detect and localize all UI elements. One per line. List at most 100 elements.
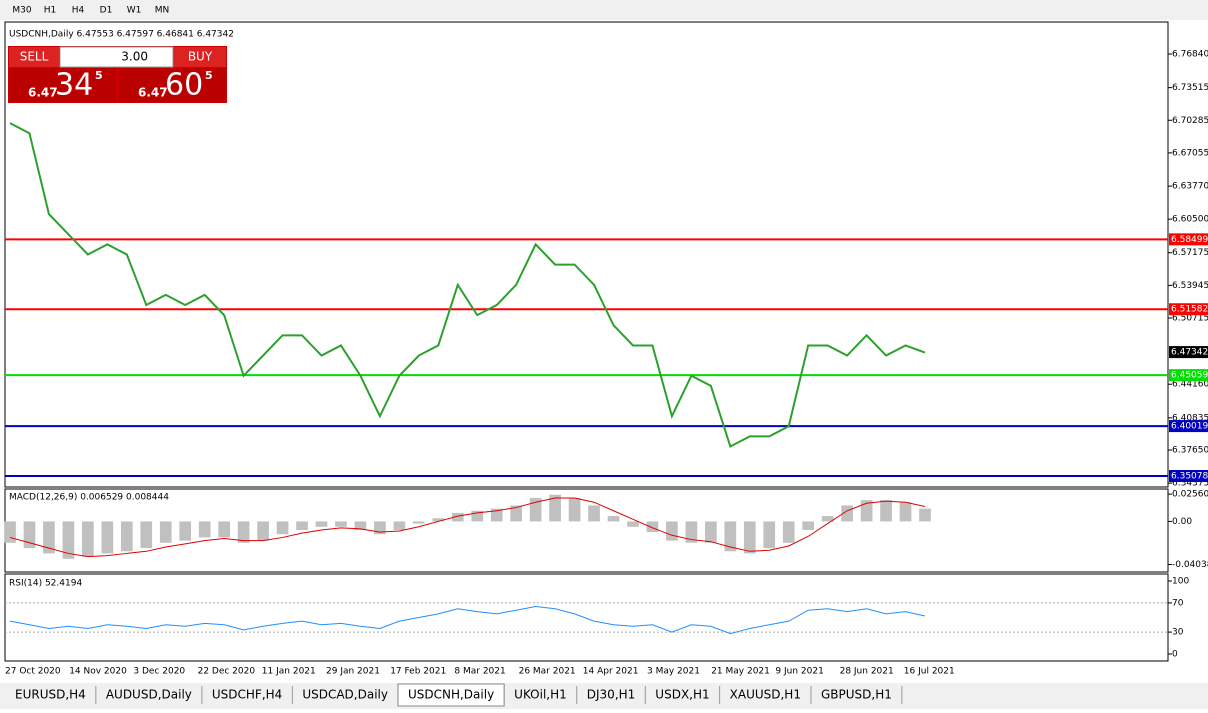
y-tick-label: 6.44160 <box>1172 380 1208 390</box>
y-tick-label: 6.40835 <box>1172 413 1208 423</box>
macd-bar <box>43 521 55 554</box>
macd-bar <box>82 521 94 557</box>
rsi-panel <box>4 573 1169 662</box>
chart-tab[interactable]: USDCHF,H4 <box>212 688 282 702</box>
level-label: 6.58499 <box>1171 235 1208 245</box>
chart-tab[interactable]: UKOil,H1 <box>514 688 567 702</box>
trade-panel: SELL 3.00 BUY 6.47 34 5 6.47 60 5 <box>8 46 227 103</box>
y-tick-label: 6.37650 <box>1172 446 1208 456</box>
macd-bar <box>393 521 406 530</box>
macd-bar <box>140 521 153 549</box>
macd-bar <box>919 508 931 522</box>
y-tick-label: 6.34375 <box>1172 479 1208 489</box>
ask-frac: 5 <box>205 69 213 82</box>
x-date-label: 22 Dec 2020 <box>198 667 256 677</box>
chart-tab[interactable]: USDCAD,Daily <box>302 688 388 702</box>
timeframe-button[interactable]: M30 <box>12 6 31 16</box>
timeframe-button[interactable]: D1 <box>100 6 113 16</box>
macd-bar <box>354 521 367 530</box>
macd-bar <box>821 516 834 522</box>
ask-pips: 60 <box>165 68 203 103</box>
macd-bar <box>23 521 36 549</box>
macd-bar <box>490 508 503 522</box>
macd-bar <box>705 521 717 543</box>
bid-box[interactable] <box>9 68 116 102</box>
macd-bar <box>315 521 328 527</box>
timeframe-button[interactable]: W1 <box>127 6 142 16</box>
y-tick-label: 6.76840 <box>1172 50 1208 60</box>
macd-bar <box>880 500 892 522</box>
level-label: 6.35078 <box>1171 472 1208 482</box>
buy-label: BUY <box>188 50 213 64</box>
chart-tab[interactable]: USDCNH,Daily <box>408 688 494 702</box>
chart-tab[interactable]: AUDUSD,Daily <box>106 688 192 702</box>
bid-frac: 5 <box>95 69 103 82</box>
macd-bar <box>335 521 347 527</box>
macd-bar <box>4 521 16 543</box>
y-tick-label: 6.50715 <box>1172 314 1208 324</box>
macd-bar <box>549 494 561 522</box>
buy-button[interactable] <box>174 47 226 67</box>
macd-bar <box>627 521 639 527</box>
macd-bar <box>218 521 230 538</box>
macd-bar <box>743 521 756 554</box>
y-tick-label: 6.73515 <box>1172 83 1208 93</box>
x-date-label: 17 Feb 2021 <box>390 667 446 677</box>
tab-bar <box>0 683 1208 709</box>
price-line <box>9 122 926 448</box>
macd-bar <box>802 521 815 530</box>
x-date-label: 14 Nov 2020 <box>69 667 127 677</box>
chart-tab[interactable]: DJ30,H1 <box>587 688 636 702</box>
macd-bar <box>607 516 620 522</box>
macd-bar <box>510 505 523 522</box>
macd-bar <box>451 512 464 522</box>
y-tick-label: 100 <box>1172 577 1189 587</box>
chart-tab[interactable]: XAUUSD,H1 <box>730 688 801 702</box>
macd-label: MACD(12,26,9) 0.006529 0.008444 <box>9 493 169 503</box>
macd-bar <box>782 521 795 543</box>
y-tick-label: 70 <box>1172 598 1184 608</box>
lots-input[interactable] <box>59 46 174 68</box>
x-date-label: 27 Oct 2020 <box>5 667 61 677</box>
symbol-info: USDCNH,Daily 6.47553 6.47597 6.46841 6.4… <box>9 30 234 40</box>
chart-tab[interactable]: GBPUSD,H1 <box>821 688 892 702</box>
macd-bar <box>588 505 600 522</box>
chart-tab[interactable]: USDX,H1 <box>655 688 709 702</box>
x-date-label: 8 Mar 2021 <box>454 667 505 677</box>
ask-big: 6.47 <box>138 86 168 100</box>
level-label: 6.40019 <box>1171 422 1208 432</box>
current-price-label: 6.47342 <box>1171 348 1208 358</box>
macd-bar <box>101 521 114 554</box>
x-date-label: 9 Jun 2021 <box>775 667 823 677</box>
y-tick-label: 0.00 <box>1172 517 1192 527</box>
level-label-bg <box>1169 369 1208 382</box>
timeframe-button[interactable]: MN <box>155 6 170 16</box>
macd-bar <box>412 521 425 524</box>
sell-button[interactable] <box>9 47 59 67</box>
level-label-bg <box>1169 420 1208 433</box>
macd-bar <box>685 521 698 543</box>
x-date-label: 3 Dec 2020 <box>133 667 185 677</box>
macd-bar <box>276 521 289 535</box>
chart-tab[interactable]: EURUSD,H4 <box>15 688 86 702</box>
y-tick-label: 6.67055 <box>1172 148 1208 158</box>
level-label: 6.45059 <box>1171 371 1208 381</box>
macd-bar <box>374 521 386 535</box>
x-date-label: 14 Apr 2021 <box>583 667 639 677</box>
y-tick-label: 6.53945 <box>1172 281 1208 291</box>
bid-pips: 34 <box>55 68 93 103</box>
x-date-label: 21 May 2021 <box>711 667 770 677</box>
y-tick-label: 0.025608 <box>1172 490 1208 500</box>
macd-bar <box>841 505 853 522</box>
macd-bar <box>763 521 776 549</box>
macd-bar <box>257 521 269 541</box>
ask-box[interactable] <box>119 68 226 102</box>
y-tick-label: -0.040380 <box>1172 560 1208 570</box>
macd-bar <box>646 521 659 533</box>
y-tick-label: 30 <box>1172 628 1184 638</box>
timeframe-button[interactable]: H4 <box>72 6 85 16</box>
timeframe-button[interactable]: H1 <box>44 6 57 16</box>
y-tick-label: 6.60500 <box>1172 215 1208 225</box>
x-date-label: 16 Jul 2021 <box>904 667 955 677</box>
macd-bar <box>899 502 912 522</box>
